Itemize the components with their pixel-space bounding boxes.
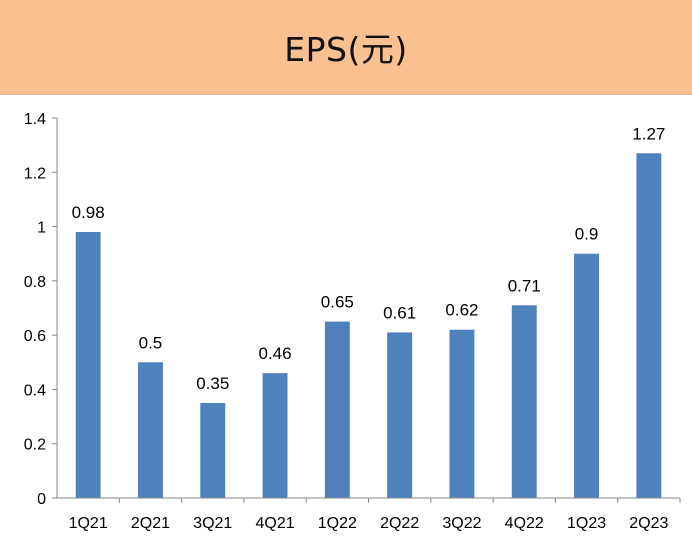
x-tick-label: 1Q22 (318, 515, 357, 532)
chart-title-band: EPS(元) (0, 0, 692, 95)
bar-3Q22 (449, 329, 475, 498)
y-tick-label: 0.8 (24, 274, 46, 291)
y-tick-label: 0.4 (24, 382, 46, 399)
bar-value-label: 0.61 (383, 303, 416, 322)
x-tick-label: 1Q21 (69, 515, 108, 532)
bar-1Q23 (574, 253, 600, 498)
x-tick-label: 2Q21 (131, 515, 170, 532)
bar-value-label: 0.9 (575, 225, 599, 244)
eps-bar-chart: 0 0.2 0.4 0.6 0.8 1 1.2 1.4 0.98 0.5 0.35 0.46 0.65… (24, 111, 681, 532)
bar-value-label: 0.62 (445, 301, 478, 320)
bar-value-label: 0.71 (508, 276, 541, 295)
bar-value-label: 0.5 (139, 333, 163, 352)
y-tick-label: 1.2 (24, 165, 46, 182)
y-tick-label: 0.2 (24, 437, 46, 454)
bar-value-label: 0.35 (196, 374, 229, 393)
bar-2Q23 (636, 153, 662, 498)
y-tick-label: 1 (37, 220, 46, 237)
y-tick-label: 0 (37, 491, 46, 508)
chart-title: EPS(元) (284, 30, 408, 69)
y-tick-label: 0.6 (24, 328, 46, 345)
bar-3Q21 (200, 403, 226, 498)
chart-area: 0 0.2 0.4 0.6 0.8 1 1.2 1.4 0.98 0.5 0.35 0.46 0.65… (0, 94, 692, 537)
y-axis-ticks: 0 0.2 0.4 0.6 0.8 1 1.2 1.4 (24, 111, 57, 508)
bar-4Q22 (511, 305, 537, 498)
bar-value-label: 1.27 (632, 124, 665, 143)
bar-value-labels: 0.98 0.5 0.35 0.46 0.65 0.61 0.62 0.71 0.9 1.27 (72, 124, 666, 393)
x-tick-label: 3Q22 (442, 515, 481, 532)
x-tick-label: 3Q21 (193, 515, 232, 532)
bar-2Q21 (137, 362, 163, 498)
bar-2Q22 (387, 332, 413, 498)
y-tick-label: 1.4 (24, 111, 46, 128)
x-tick-label: 1Q23 (567, 515, 606, 532)
bar-value-label: 0.98 (72, 203, 105, 222)
x-tick-label: 4Q22 (505, 515, 544, 532)
bar-1Q22 (324, 321, 350, 498)
x-tick-label: 2Q23 (629, 515, 668, 532)
bar-4Q21 (262, 373, 288, 498)
bar-value-label: 0.65 (321, 293, 354, 312)
x-tick-label: 4Q21 (255, 515, 294, 532)
bars-group (75, 153, 662, 498)
x-tick-label: 2Q22 (380, 515, 419, 532)
bar-value-label: 0.46 (259, 344, 292, 363)
bar-1Q21 (75, 232, 101, 498)
x-axis-ticks: 1Q21 2Q21 3Q21 4Q21 1Q22 2Q22 3Q22 4Q22 1Q23 2Q23 (69, 498, 681, 532)
